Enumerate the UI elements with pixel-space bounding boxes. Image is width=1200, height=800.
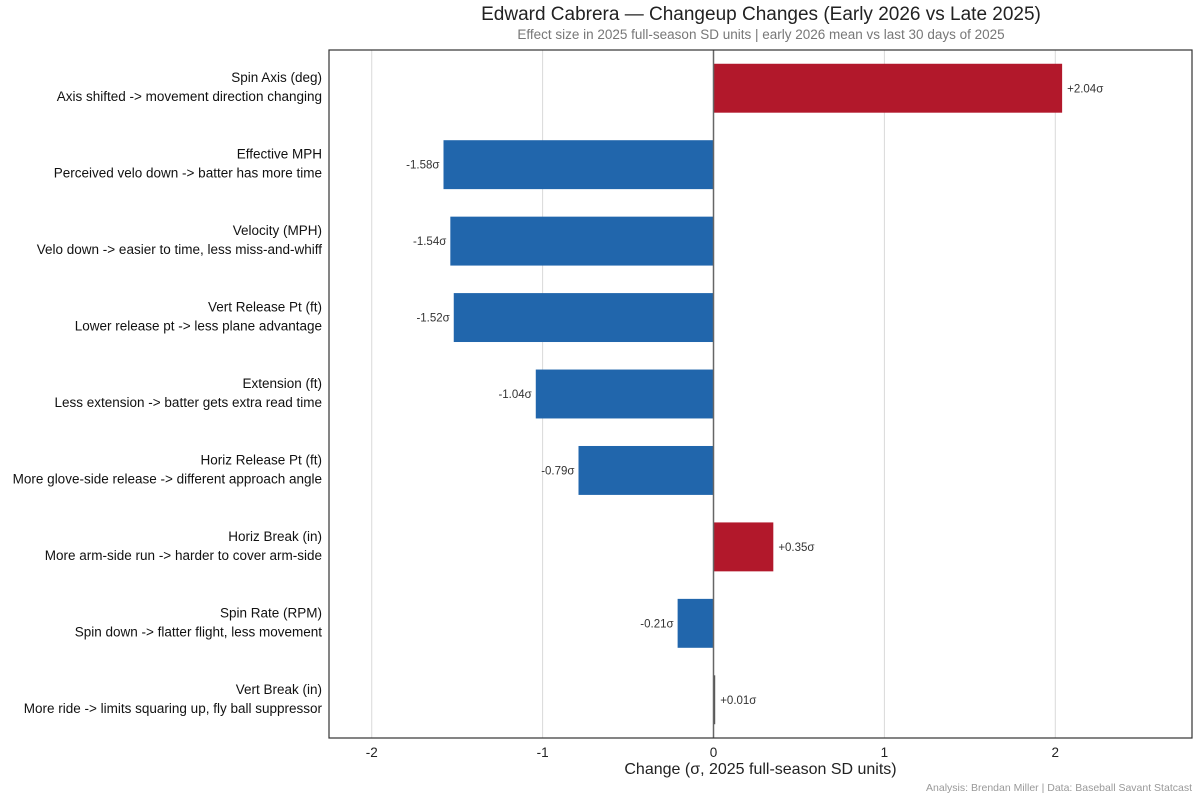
data-label: -1.54σ [413, 236, 446, 248]
category-metric-label: Spin Axis (deg) [231, 70, 322, 85]
bar [578, 445, 714, 495]
category-note-label: Lower release pt -> less plane advantage [75, 319, 322, 334]
data-label: +2.04σ [1067, 83, 1103, 95]
category-note-label: Velo down -> easier to time, less miss-a… [37, 242, 322, 257]
bar [713, 675, 716, 725]
bar [443, 140, 714, 190]
bars [443, 50, 1063, 738]
data-labels: +2.04σ -1.58σ -1.54σ -1.52σ -1.04σ -0.79σ +0.3… [406, 83, 1103, 707]
category-note-label: More arm-side run -> harder to cover arm… [45, 548, 322, 563]
data-label: -1.58σ [406, 160, 439, 172]
chart-title: Edward Cabrera — Changeup Changes (Early… [481, 4, 1041, 25]
category-metric-label: Vert Release Pt (ft) [208, 300, 322, 315]
data-label: +0.01σ [720, 695, 756, 707]
x-tick-labels: -2 -1 0 1 2 [366, 745, 1059, 760]
data-label: +0.35σ [778, 542, 814, 554]
x-tick-label: -2 [366, 745, 378, 760]
category-metric-label: Vert Break (in) [236, 682, 322, 697]
bar [677, 598, 714, 648]
bar [535, 369, 714, 419]
footer-credit: Analysis: Brendan Miller | Data: Basebal… [926, 782, 1192, 794]
category-note-label: Axis shifted -> movement direction chang… [57, 89, 322, 104]
chart-subtitle: Effect size in 2025 full-season SD units… [517, 27, 1005, 42]
category-metric-label: Effective MPH [237, 147, 322, 162]
data-label: -0.79σ [541, 465, 574, 477]
x-tick-label: 1 [881, 745, 889, 760]
category-metric-label: Extension (ft) [242, 376, 322, 391]
bar [713, 63, 1063, 113]
category-note-label: Spin down -> flatter flight, less moveme… [75, 624, 322, 639]
plot-frame [328, 49, 1193, 739]
x-axis-label: Change (σ, 2025 full-season SD units) [624, 761, 896, 778]
category-metric-label: Horiz Break (in) [228, 529, 322, 544]
category-metric-label: Spin Rate (RPM) [220, 605, 322, 620]
data-label: -1.04σ [498, 389, 531, 401]
x-tick-label: 0 [710, 745, 718, 760]
category-metric-label: Velocity (MPH) [233, 223, 322, 238]
category-note-label: Perceived velo down -> batter has more t… [54, 166, 322, 181]
category-labels: Spin Axis (deg) Axis shifted -> movement … [13, 70, 323, 716]
category-metric-label: Horiz Release Pt (ft) [200, 452, 322, 467]
x-tick-label: 2 [1052, 745, 1060, 760]
category-note-label: Less extension -> batter gets extra read… [54, 395, 322, 410]
x-tick-label: -1 [537, 745, 549, 760]
bar [453, 293, 714, 343]
data-label: -1.52σ [416, 313, 449, 325]
bar [450, 216, 714, 266]
data-label: -0.21σ [640, 618, 673, 630]
category-note-label: More ride -> limits squaring up, fly bal… [24, 701, 323, 716]
category-note-label: More glove-side release -> different app… [13, 471, 322, 486]
bar [713, 522, 774, 572]
